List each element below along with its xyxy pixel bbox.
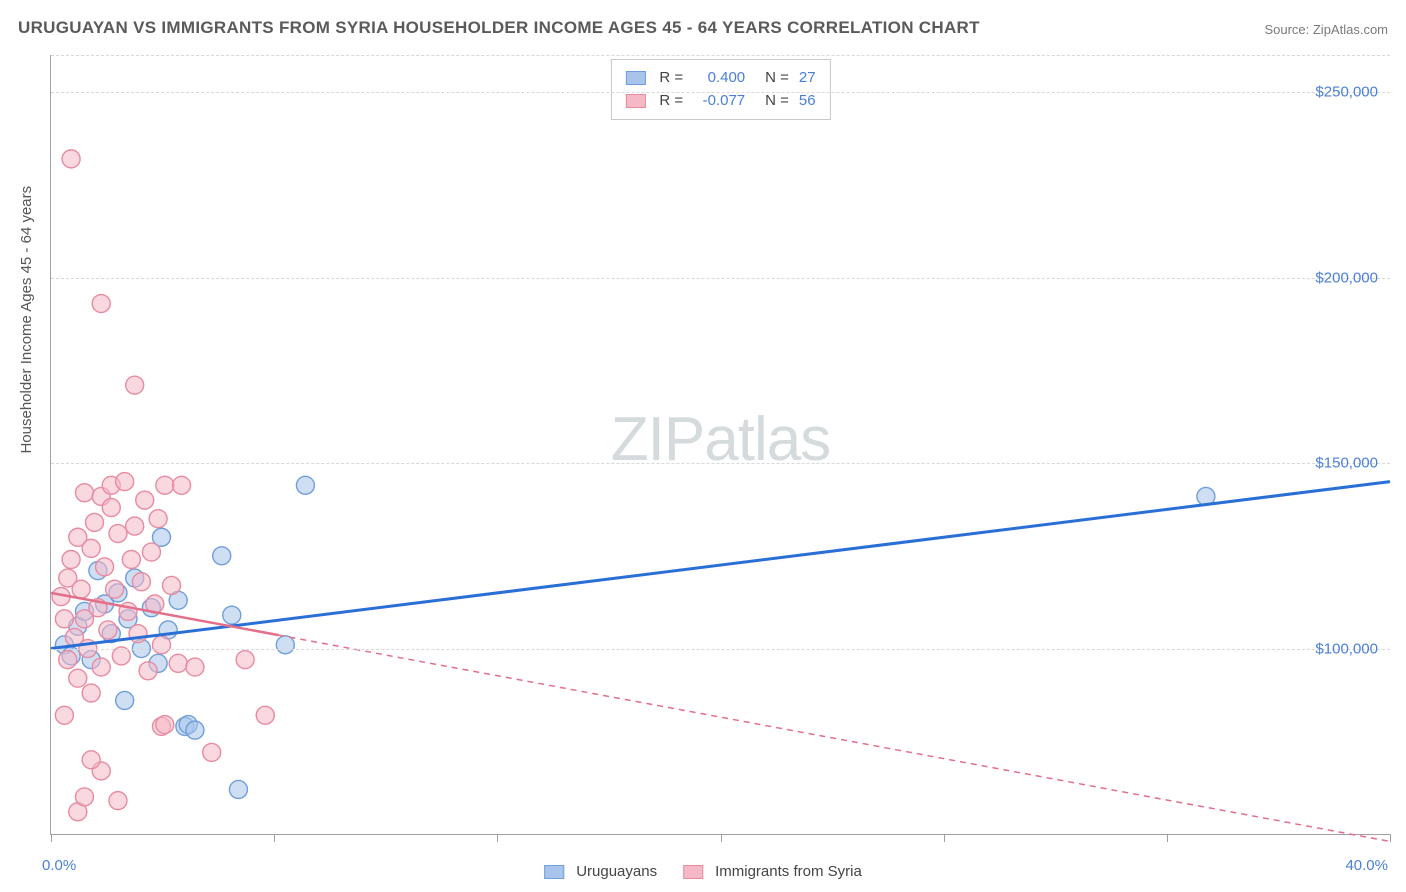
- y-tick-label: $100,000: [1315, 640, 1378, 657]
- data-point: [236, 651, 254, 669]
- data-point: [296, 476, 314, 494]
- gridline: [51, 463, 1390, 464]
- x-tick: [497, 834, 498, 842]
- series-legend: Uruguayans Immigrants from Syria: [544, 863, 862, 880]
- swatch-icon: [683, 865, 703, 879]
- data-point: [96, 558, 114, 576]
- data-point: [116, 691, 134, 709]
- data-point: [112, 647, 130, 665]
- gridline: [51, 55, 1390, 56]
- data-point: [72, 580, 90, 598]
- data-point: [55, 706, 73, 724]
- legend-label: Uruguayans: [576, 863, 657, 880]
- x-tick: [274, 834, 275, 842]
- gridline: [51, 92, 1390, 93]
- data-point: [102, 499, 120, 517]
- data-point: [132, 573, 150, 591]
- data-point: [86, 513, 104, 531]
- data-point: [149, 510, 167, 528]
- data-point: [142, 543, 160, 561]
- y-tick-label: $250,000: [1315, 84, 1378, 101]
- data-point: [229, 780, 247, 798]
- data-point: [213, 547, 231, 565]
- data-point: [82, 684, 100, 702]
- data-point: [129, 625, 147, 643]
- x-tick: [1167, 834, 1168, 842]
- data-point: [92, 295, 110, 313]
- data-point: [136, 491, 154, 509]
- data-point: [169, 654, 187, 672]
- data-point: [139, 662, 157, 680]
- x-tick: [721, 834, 722, 842]
- gridline: [51, 278, 1390, 279]
- data-point: [152, 636, 170, 654]
- data-point: [59, 651, 77, 669]
- plot-area: ZIPatlas R = 0.400 N = 27 R = -0.077 N =…: [50, 55, 1390, 835]
- data-point: [276, 636, 294, 654]
- data-point: [156, 476, 174, 494]
- x-tick: [1390, 834, 1391, 842]
- data-point: [173, 476, 191, 494]
- legend-label: Immigrants from Syria: [715, 863, 862, 880]
- data-point: [256, 706, 274, 724]
- data-point: [163, 576, 181, 594]
- data-point: [69, 669, 87, 687]
- data-point: [75, 484, 93, 502]
- data-point: [106, 580, 124, 598]
- trend-line-dashed: [279, 635, 1390, 841]
- trend-line: [51, 482, 1390, 649]
- data-point: [186, 658, 204, 676]
- data-point: [55, 610, 73, 628]
- data-point: [82, 539, 100, 557]
- chart-title: URUGUAYAN VS IMMIGRANTS FROM SYRIA HOUSE…: [18, 18, 980, 38]
- data-point: [156, 716, 174, 734]
- swatch-icon: [544, 865, 564, 879]
- data-point: [223, 606, 241, 624]
- source-attribution: Source: ZipAtlas.com: [1264, 22, 1388, 37]
- y-axis-label: Householder Income Ages 45 - 64 years: [18, 186, 35, 454]
- y-tick-label: $200,000: [1315, 269, 1378, 286]
- data-point: [203, 743, 221, 761]
- data-point: [92, 658, 110, 676]
- data-point: [186, 721, 204, 739]
- data-point: [62, 550, 80, 568]
- data-point: [109, 525, 127, 543]
- data-point: [116, 473, 134, 491]
- x-tick: [51, 834, 52, 842]
- x-tick: [944, 834, 945, 842]
- data-point: [62, 150, 80, 168]
- data-point: [109, 792, 127, 810]
- y-tick-label: $150,000: [1315, 455, 1378, 472]
- data-point: [75, 788, 93, 806]
- scatter-svg: [51, 55, 1390, 834]
- gridline: [51, 649, 1390, 650]
- data-point: [126, 517, 144, 535]
- x-max-label: 40.0%: [1345, 857, 1388, 874]
- data-point: [82, 751, 100, 769]
- x-min-label: 0.0%: [42, 857, 76, 874]
- data-point: [126, 376, 144, 394]
- data-point: [99, 621, 117, 639]
- data-point: [122, 550, 140, 568]
